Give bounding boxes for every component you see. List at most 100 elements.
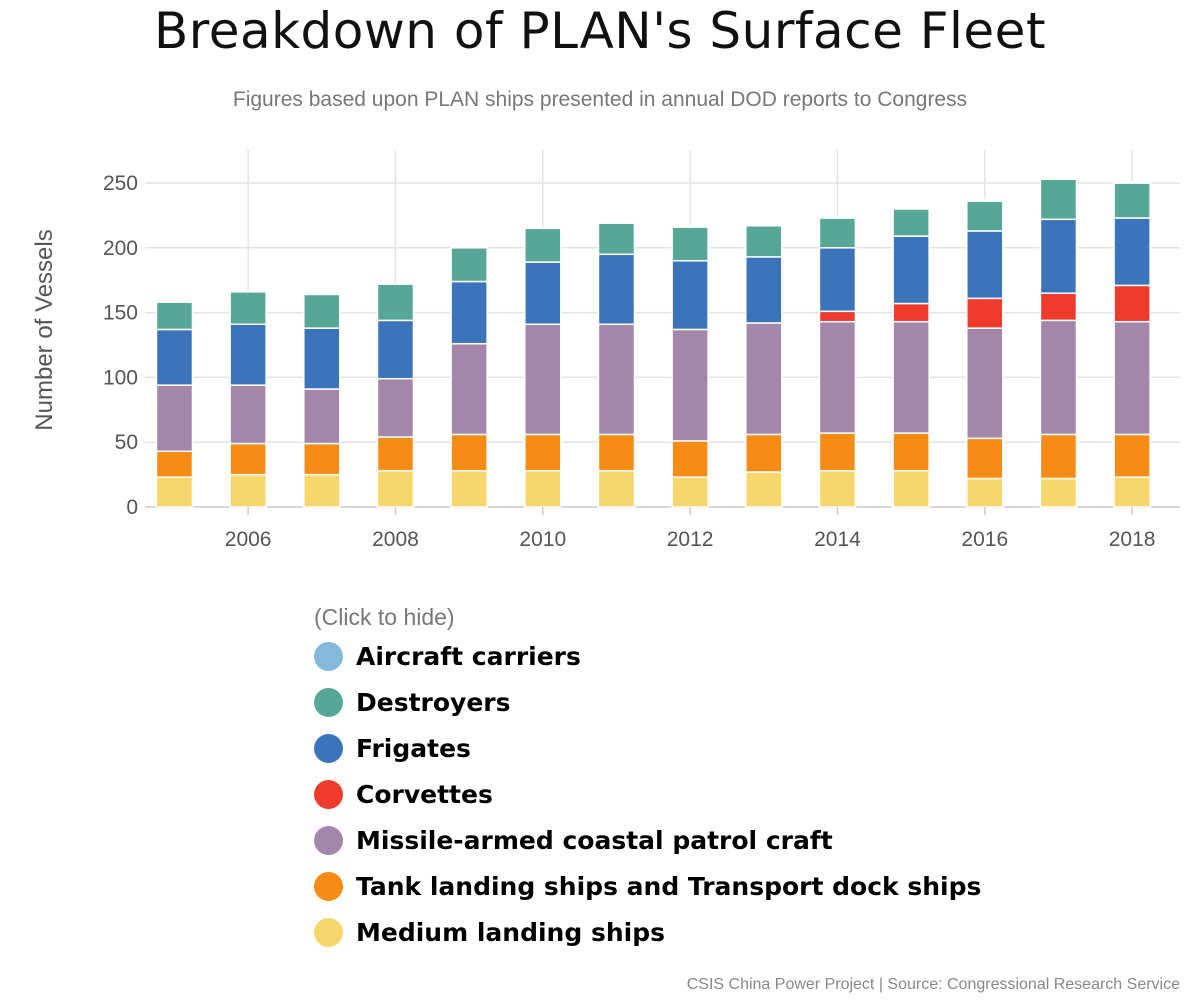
bar-segment[interactable] — [745, 322, 783, 436]
bar-segment[interactable] — [1113, 433, 1151, 478]
bar-segment[interactable] — [1039, 178, 1078, 221]
bar-segment[interactable] — [376, 469, 415, 508]
bar-segment[interactable] — [597, 433, 636, 472]
bar-segment[interactable] — [745, 471, 783, 508]
bar-segment[interactable] — [892, 432, 930, 472]
bar-segment[interactable] — [376, 436, 415, 472]
bar-segment[interactable] — [303, 388, 341, 445]
bar-segment[interactable] — [1113, 476, 1151, 508]
bar-segment[interactable] — [1113, 182, 1151, 219]
axis-layer: 0 50 100 150 200 250 2006 2008 2010 2012 2014 2016 2… — [103, 172, 1156, 551]
bar-segment[interactable] — [818, 469, 857, 508]
bar-segment[interactable] — [892, 235, 930, 305]
bar-segment[interactable] — [966, 477, 1004, 508]
bar-segment[interactable] — [155, 384, 194, 453]
bar-segment[interactable] — [1113, 320, 1151, 436]
bar-segment[interactable] — [450, 342, 488, 436]
bar-segment[interactable] — [892, 206, 930, 210]
bar-segment[interactable] — [966, 437, 1004, 480]
legend-label: Destroyers — [356, 687, 511, 717]
bar-segment[interactable] — [376, 283, 415, 322]
legend-label: Aircraft carriers — [356, 641, 581, 671]
bar-segment[interactable] — [229, 442, 267, 476]
legend-swatch — [314, 733, 343, 763]
legend-item-frigates[interactable]: Frigates — [314, 725, 981, 771]
bar-segment[interactable] — [450, 247, 488, 283]
legend-item-medium-landing-ships[interactable]: Medium landing ships — [314, 909, 981, 955]
bar-segment[interactable] — [1039, 218, 1078, 294]
bar-segment[interactable] — [1113, 217, 1151, 287]
legend-item-aircraft-carriers[interactable]: Aircraft carriers — [314, 633, 981, 679]
bar-segment[interactable] — [597, 469, 636, 508]
bar-segment[interactable] — [376, 319, 415, 380]
bar-segment[interactable] — [671, 440, 709, 478]
bar-segment[interactable] — [524, 433, 562, 472]
bar-segment[interactable] — [597, 253, 636, 326]
x-tick-label: 2016 — [961, 528, 1008, 551]
bar-segment[interactable] — [597, 323, 636, 436]
bar-segment[interactable] — [1039, 319, 1078, 436]
legend-item-corvettes[interactable]: Corvettes — [314, 771, 981, 817]
bar-segment[interactable] — [155, 450, 194, 478]
bar-segment[interactable] — [597, 222, 636, 256]
bar-segment[interactable] — [1039, 292, 1078, 322]
bar-segment[interactable] — [1039, 177, 1078, 180]
bar-segment[interactable] — [303, 293, 341, 329]
bar-segment[interactable] — [524, 261, 562, 326]
bar-segment[interactable] — [450, 280, 488, 345]
bar-segment[interactable] — [671, 226, 709, 262]
bar-segment[interactable] — [966, 297, 1004, 329]
bar-segment[interactable] — [303, 327, 341, 390]
bar-segment[interactable] — [818, 215, 857, 219]
bar-segment[interactable] — [524, 469, 562, 508]
bar-segment[interactable] — [892, 320, 930, 434]
bar-segment[interactable] — [671, 328, 709, 442]
bar-segment[interactable] — [671, 225, 709, 228]
bar-segment[interactable] — [818, 217, 857, 249]
bar-segment[interactable] — [745, 256, 783, 324]
bar-segment[interactable] — [376, 377, 415, 438]
bar-segment[interactable] — [818, 310, 857, 323]
bar-segment[interactable] — [1113, 284, 1151, 323]
bar-segment[interactable] — [450, 469, 488, 508]
credits: CSIS China Power Project | Source: Congr… — [686, 976, 1180, 993]
bar-segment[interactable] — [745, 223, 783, 227]
bar-segment[interactable] — [1113, 180, 1151, 184]
bar-segment[interactable] — [303, 442, 341, 476]
legend: (Click to hide) Aircraft carriers Destro… — [314, 604, 981, 955]
bar-segment[interactable] — [966, 199, 1004, 202]
legend-swatch — [314, 917, 343, 947]
bar-segment[interactable] — [892, 302, 930, 323]
bar-segment[interactable] — [1039, 477, 1078, 508]
bar-segment[interactable] — [524, 227, 562, 263]
bar-segment[interactable] — [229, 473, 267, 508]
bar-segment[interactable] — [892, 208, 930, 237]
bar-segment[interactable] — [1039, 433, 1078, 480]
bar-segment[interactable] — [155, 476, 194, 508]
bar-segment[interactable] — [303, 473, 341, 508]
bar-segment[interactable] — [229, 323, 267, 386]
bar-segment[interactable] — [524, 323, 562, 436]
bar-segment[interactable] — [229, 291, 267, 326]
bar-segment[interactable] — [155, 328, 194, 386]
bar-segment[interactable] — [745, 225, 783, 258]
bar-segment[interactable] — [966, 200, 1004, 232]
legend-item-tank-landing-ships[interactable]: Tank landing ships and Transport dock sh… — [314, 863, 981, 909]
bar-segment[interactable] — [450, 433, 488, 472]
bar-segment[interactable] — [966, 327, 1004, 440]
bar-segment[interactable] — [818, 247, 857, 313]
bar-segment[interactable] — [155, 301, 194, 331]
bar-segment[interactable] — [671, 476, 709, 508]
bar-segment[interactable] — [818, 432, 857, 472]
x-tick-label: 2018 — [1109, 528, 1156, 551]
legend-item-destroyers[interactable]: Destroyers — [314, 679, 981, 725]
legend-label: Frigates — [356, 733, 471, 763]
bar-segment[interactable] — [745, 433, 783, 473]
bar-segment[interactable] — [229, 384, 267, 445]
bars-layer — [155, 177, 1151, 508]
bar-segment[interactable] — [671, 260, 709, 331]
legend-item-missile-patrol-craft[interactable]: Missile-armed coastal patrol craft — [314, 817, 981, 863]
bar-segment[interactable] — [818, 320, 857, 434]
bar-segment[interactable] — [892, 469, 930, 508]
bar-segment[interactable] — [966, 230, 1004, 300]
